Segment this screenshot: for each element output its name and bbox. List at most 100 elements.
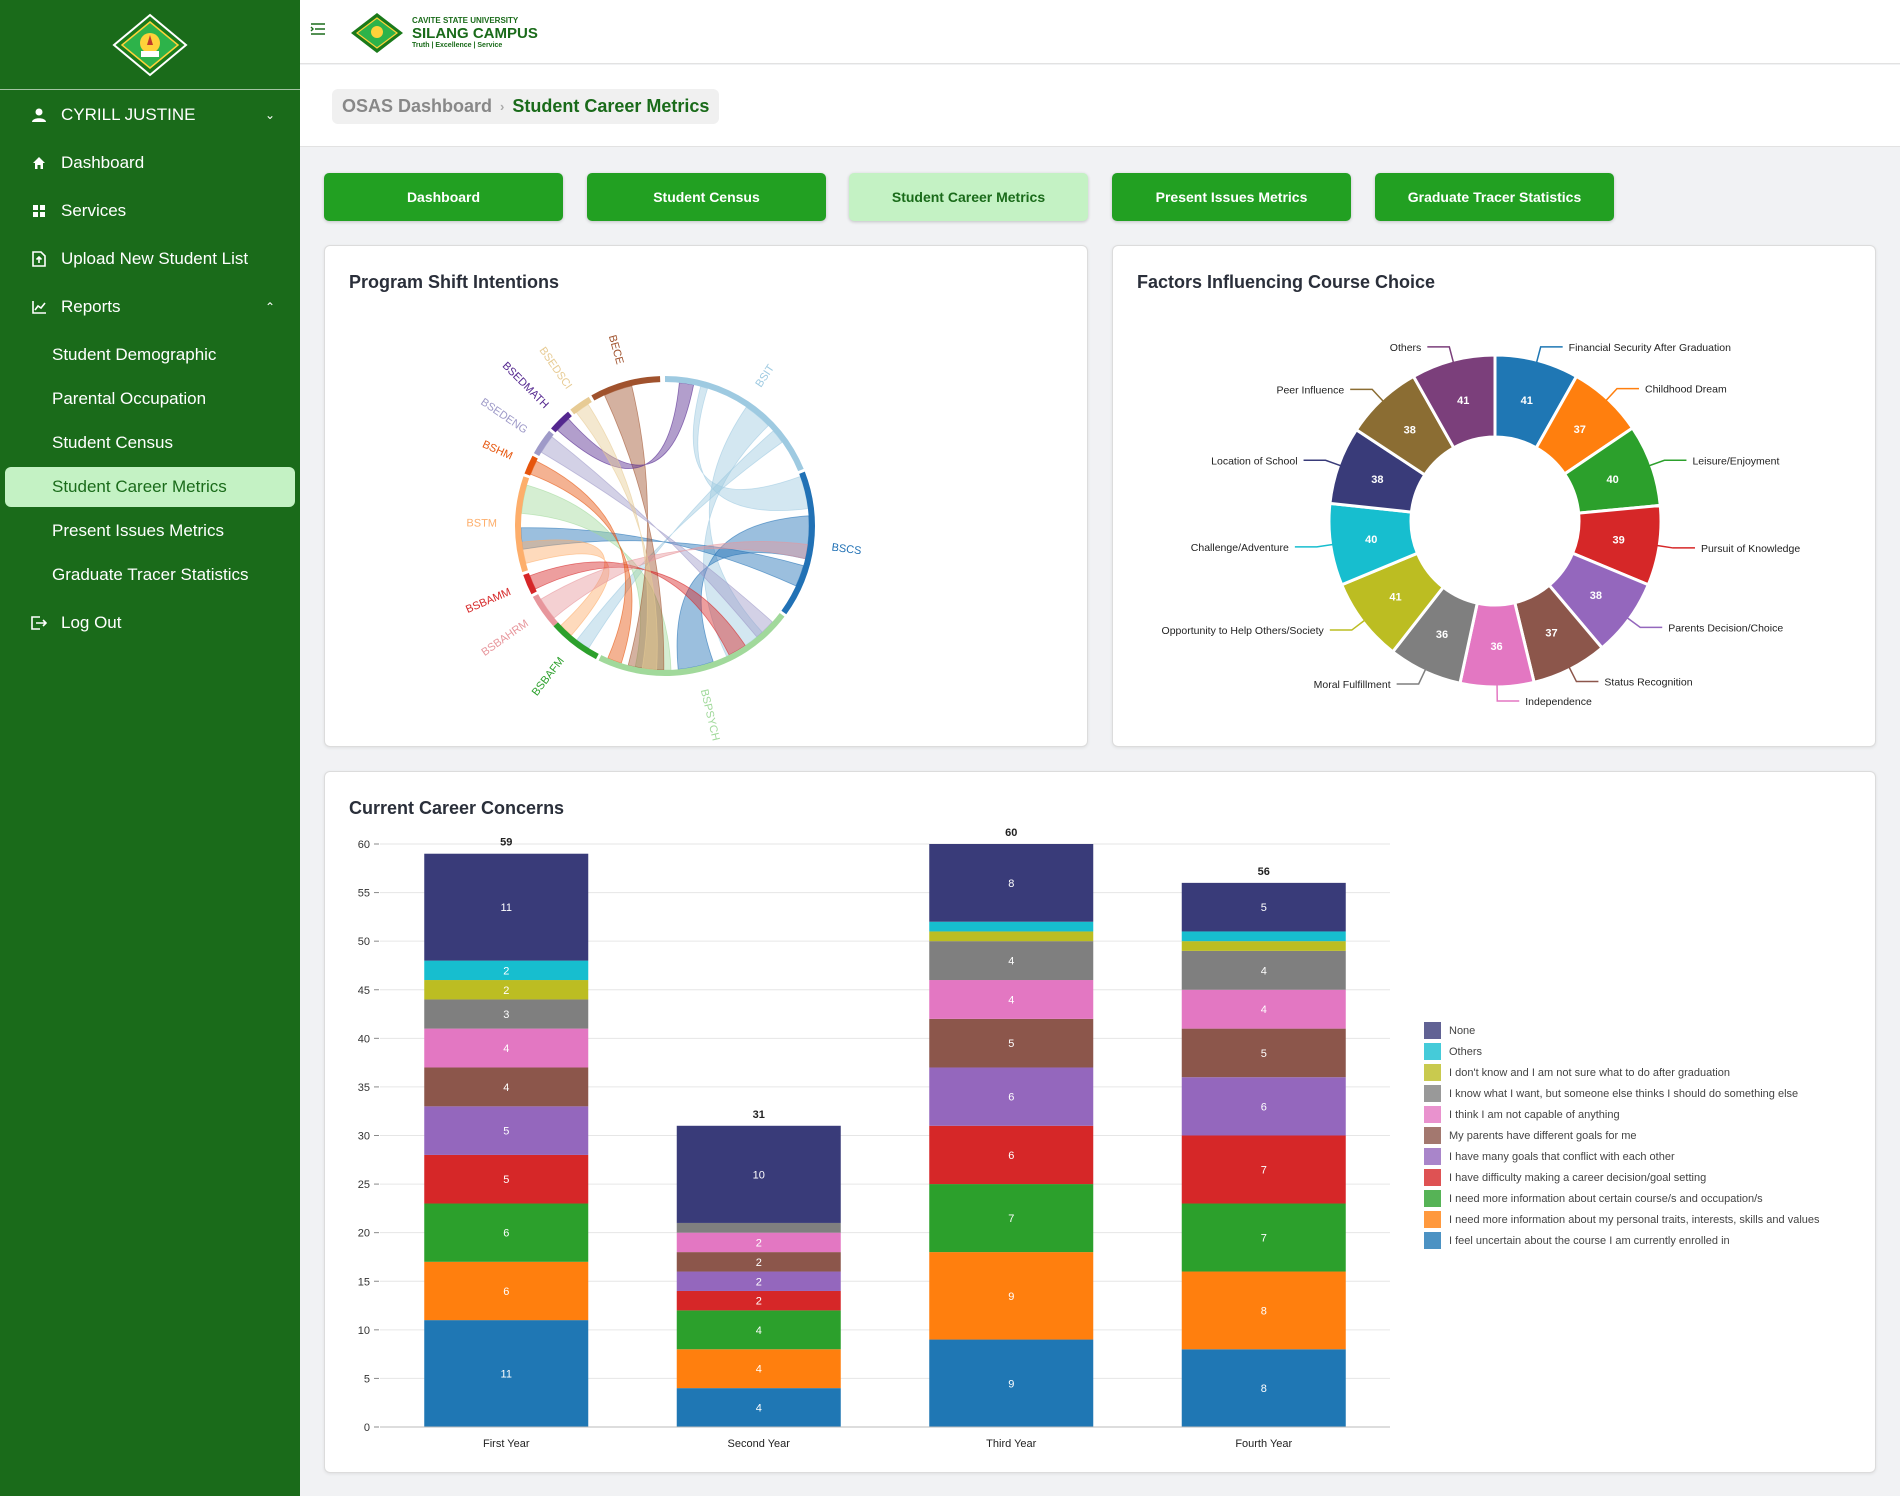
sidebar-subitem-graduate-tracer-statistics[interactable]: Graduate Tracer Statistics (52, 565, 249, 584)
bar-segment-label: 2 (503, 985, 509, 997)
bar-segment[interactable] (676, 1388, 841, 1427)
bar-segment[interactable] (929, 1067, 1094, 1126)
bar-segment[interactable] (929, 931, 1094, 942)
bar-segment[interactable] (929, 941, 1094, 981)
bar-segment[interactable] (676, 1271, 841, 1291)
sidebar-item-upload[interactable]: Upload New Student List (5, 239, 295, 279)
legend-swatch[interactable] (1424, 1190, 1441, 1207)
bar-segment[interactable] (424, 853, 589, 961)
sidebar-item-logout[interactable]: Log Out (5, 603, 295, 643)
bar-segment[interactable] (424, 1320, 589, 1427)
bar-segment[interactable] (929, 980, 1094, 1019)
tab-graduate-tracer-statistics[interactable]: Graduate Tracer Statistics (1375, 173, 1614, 221)
bar-segment[interactable] (676, 1252, 841, 1272)
chord-group-arc[interactable] (532, 594, 558, 627)
bar-segment[interactable] (1181, 1203, 1346, 1272)
bar-segment-label: 6 (503, 1286, 509, 1298)
sidebar-item-dashboard[interactable]: Dashboard (5, 143, 295, 183)
chord-group-arc[interactable] (665, 376, 804, 472)
bar-segment[interactable] (676, 1232, 841, 1253)
chord-group-arc[interactable] (781, 471, 815, 615)
bar-segment[interactable] (676, 1290, 841, 1311)
bar-segment[interactable] (929, 1018, 1094, 1068)
chord-group-arc[interactable] (515, 476, 530, 573)
chord-group-arc[interactable] (553, 622, 599, 660)
bar-segment[interactable] (424, 960, 589, 981)
bar-segment[interactable] (929, 844, 1094, 922)
bar-segment[interactable] (1181, 1028, 1346, 1078)
y-tick-label: 0 (364, 1422, 370, 1434)
bar-segment[interactable] (424, 1028, 589, 1068)
bar-segment[interactable] (1181, 1271, 1346, 1350)
sidebar-subitem-student-career-metrics[interactable]: Student Career Metrics (5, 467, 295, 507)
user-menu[interactable]: CYRILL JUSTINE ⌄ (5, 95, 295, 135)
sidebar-subitem-present-issues-metrics[interactable]: Present Issues Metrics (52, 521, 224, 540)
tab-student-census[interactable]: Student Census (587, 173, 826, 221)
tab-student-career-metrics[interactable]: Student Career Metrics (849, 173, 1088, 221)
bar-segment[interactable] (676, 1310, 841, 1350)
y-tick-label: 5 (364, 1373, 370, 1385)
chord-group-arc[interactable] (523, 572, 537, 595)
legend-swatch[interactable] (1424, 1022, 1441, 1039)
chord-group-arc[interactable] (533, 430, 554, 457)
bar-segment[interactable] (424, 1203, 589, 1262)
chord-group-arc[interactable] (598, 613, 785, 676)
tab-present-issues-metrics[interactable]: Present Issues Metrics (1112, 173, 1351, 221)
legend-swatch[interactable] (1424, 1085, 1441, 1102)
tab-dashboard[interactable]: Dashboard (324, 173, 563, 221)
legend-swatch[interactable] (1424, 1211, 1441, 1228)
sidebar-item-services[interactable]: Services (5, 191, 295, 231)
bar-segment[interactable] (1181, 931, 1346, 942)
brand-university: CAVITE STATE UNIVERSITY (412, 16, 519, 25)
bar-segment[interactable] (1181, 1077, 1346, 1136)
legend-swatch[interactable] (1424, 1127, 1441, 1144)
bar-segment[interactable] (424, 1067, 589, 1107)
chord-group-arc[interactable] (524, 455, 538, 476)
sidebar-subitem-parental-occupation[interactable]: Parental Occupation (52, 389, 207, 408)
legend-swatch[interactable] (1424, 1064, 1441, 1081)
sidebar-item-label: Upload New Student List (61, 249, 249, 268)
legend-swatch[interactable] (1424, 1106, 1441, 1123)
menu-toggle-icon[interactable] (310, 22, 326, 41)
chord-group-arc[interactable] (591, 376, 661, 401)
bar-segment[interactable] (676, 1349, 841, 1389)
chord-group-arc[interactable] (551, 411, 572, 433)
legend-swatch[interactable] (1424, 1169, 1441, 1186)
sidebar-subitem-student-demographic[interactable]: Student Demographic (52, 345, 217, 364)
grid-icon (25, 205, 53, 217)
bar-segment[interactable] (1181, 989, 1346, 1029)
chord-ribbon[interactable] (540, 436, 773, 638)
home-icon (25, 156, 53, 170)
bar-segment[interactable] (1181, 1135, 1346, 1204)
bar-segment[interactable] (1181, 950, 1346, 990)
legend-swatch[interactable] (1424, 1043, 1441, 1060)
bar-segment[interactable] (424, 1106, 589, 1155)
legend-swatch[interactable] (1424, 1232, 1441, 1249)
bar-segment[interactable] (424, 999, 589, 1029)
chord-group-arc[interactable] (570, 396, 592, 415)
bar-segment[interactable] (676, 1125, 841, 1223)
bar-segment[interactable] (929, 1184, 1094, 1253)
bar-segment[interactable] (424, 980, 589, 1000)
sidebar-item-reports[interactable]: Reports ⌃ (5, 287, 295, 327)
bar-total-label: 60 (1005, 827, 1017, 839)
y-tick-label: 60 (358, 839, 370, 851)
bar-segment[interactable] (929, 921, 1094, 932)
bar-segment[interactable] (929, 1339, 1094, 1427)
bar-segment[interactable] (1181, 1349, 1346, 1427)
sidebar-subitem-student-census[interactable]: Student Census (52, 433, 173, 452)
bar-segment[interactable] (424, 1154, 589, 1204)
bar-segment[interactable] (424, 1261, 589, 1321)
breadcrumb-parent[interactable]: OSAS Dashboard (342, 96, 493, 116)
bar-segment[interactable] (929, 1252, 1094, 1340)
donut-slice[interactable] (1411, 353, 1497, 450)
bar-segment[interactable] (1181, 882, 1346, 932)
legend-swatch[interactable] (1424, 1148, 1441, 1165)
chord-group-label: BSBAHRM (480, 618, 531, 659)
legend-label: Others (1449, 1046, 1483, 1058)
chord-ribbon[interactable] (575, 403, 658, 671)
bar-segment[interactable] (929, 1125, 1094, 1185)
bar-segment[interactable] (676, 1222, 841, 1233)
bar-segment[interactable] (1181, 941, 1346, 951)
